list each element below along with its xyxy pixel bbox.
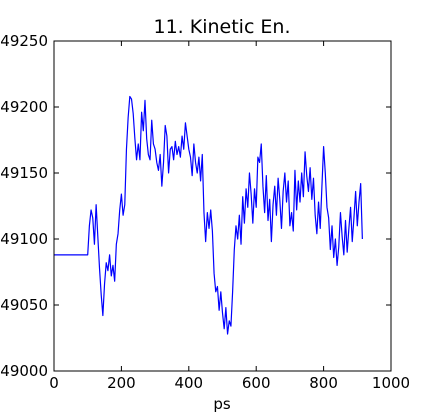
chart-title: 11. Kinetic En. — [153, 16, 290, 38]
x-tick-label: 200 — [107, 374, 136, 392]
x-axis-label: ps — [213, 395, 231, 412]
y-tick-label: 49200 — [0, 98, 48, 116]
y-tick-label: 49050 — [0, 296, 48, 314]
plot-area — [54, 95, 363, 335]
series-line-0 — [54, 95, 363, 335]
y-tick-label: 49150 — [0, 164, 48, 182]
x-tick-label: 0 — [49, 374, 59, 392]
y-tick-label: 49250 — [0, 32, 48, 50]
x-tick-label: 600 — [242, 374, 271, 392]
y-axis: 49000 49050 49100 49150 49200 49250 — [0, 32, 391, 380]
plot-frame — [53, 40, 392, 372]
y-tick-label: 49100 — [0, 230, 48, 248]
x-axis: 0 200 400 600 800 1000 — [49, 41, 410, 392]
x-tick-label: 1000 — [372, 374, 410, 392]
y-tick-label: 49000 — [0, 362, 48, 380]
x-tick-label: 800 — [309, 374, 338, 392]
plot-background — [54, 41, 391, 371]
x-tick-label: 400 — [174, 374, 203, 392]
